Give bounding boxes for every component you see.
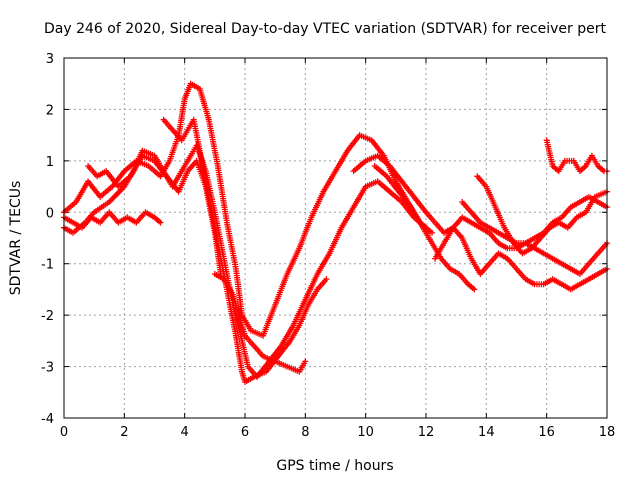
y-tick-label: -3 [41, 361, 54, 376]
data-point [157, 219, 164, 226]
y-tick-label: -2 [41, 309, 54, 324]
x-axis-title: GPS time / hours [276, 458, 393, 474]
y-tick-label: 1 [46, 155, 54, 170]
series-track-5 [85, 152, 224, 277]
y-tick-label: 3 [46, 52, 54, 67]
x-tick-labels: 0 2 4 6 8 10 12 14 16 18 [60, 425, 615, 440]
series-track-8 [459, 199, 610, 277]
marks-layer [61, 80, 610, 385]
x-tick-label: 16 [538, 425, 555, 440]
series-track-12 [211, 271, 309, 375]
x-tick-label: 8 [301, 425, 309, 440]
x-tick-label: 10 [357, 425, 374, 440]
y-tick-labels: -4 -3 -2 -1 0 1 2 3 [41, 52, 54, 427]
x-tick-label: 2 [120, 425, 128, 440]
x-tick-label: 4 [181, 425, 189, 440]
plot-frame [63, 57, 608, 419]
x-tick-label: 14 [478, 425, 495, 440]
series-track-3 [61, 209, 164, 231]
data-point [471, 286, 478, 293]
series-track-9 [474, 173, 610, 257]
x-tick-label: 12 [418, 425, 435, 440]
x-tick-label: 18 [599, 425, 616, 440]
y-tick-label: -1 [41, 258, 54, 273]
y-tick-label: 2 [46, 103, 54, 118]
x-tick-label: 6 [241, 425, 249, 440]
data-point [429, 229, 435, 236]
x-tick-label: 0 [60, 425, 68, 440]
series-track-11 [371, 163, 478, 293]
y-tick-label: -4 [41, 412, 54, 427]
y-axis-title: SDTVAR / TECUs [8, 181, 24, 296]
data-point [323, 276, 330, 283]
y-tick-label: 0 [46, 206, 54, 221]
chart-title: Day 246 of 2020, Sidereal Day-to-day VTE… [44, 21, 606, 37]
data-point [302, 358, 309, 365]
